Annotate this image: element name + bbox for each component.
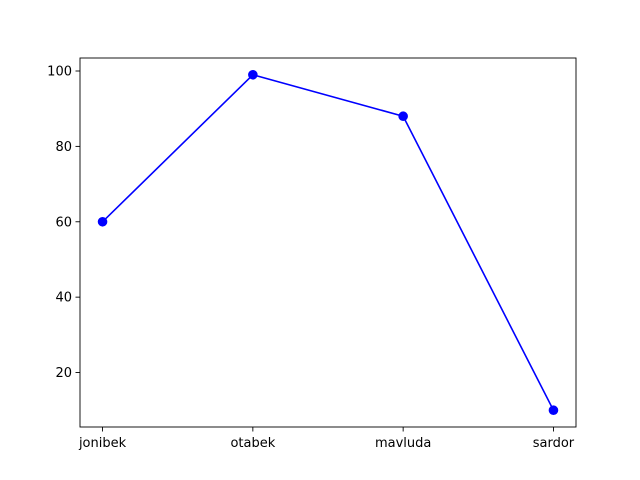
y-tick-label: 40 [55, 291, 72, 306]
axes-frame [79, 57, 577, 428]
x-tick-label: mavluda [375, 436, 431, 451]
y-tick-label: 60 [55, 215, 72, 230]
x-tick-label: sardor [533, 436, 575, 451]
y-tick-label: 80 [55, 140, 72, 155]
plot-area [97, 69, 559, 416]
x-tick-label: otabek [230, 436, 275, 451]
y-tick-label: 100 [47, 65, 72, 80]
axes: 20 40 60 80 100 jonibek otabek mavluda sardor [47, 57, 577, 451]
series-line [101, 73, 555, 412]
x-tick-label: jonibek [78, 436, 127, 451]
data-point-otabek [248, 69, 258, 80]
data-point-jonibek [97, 216, 108, 227]
data-point-mavluda [398, 111, 408, 122]
y-tick-label: 20 [55, 366, 72, 381]
data-point-sardor [548, 405, 559, 416]
